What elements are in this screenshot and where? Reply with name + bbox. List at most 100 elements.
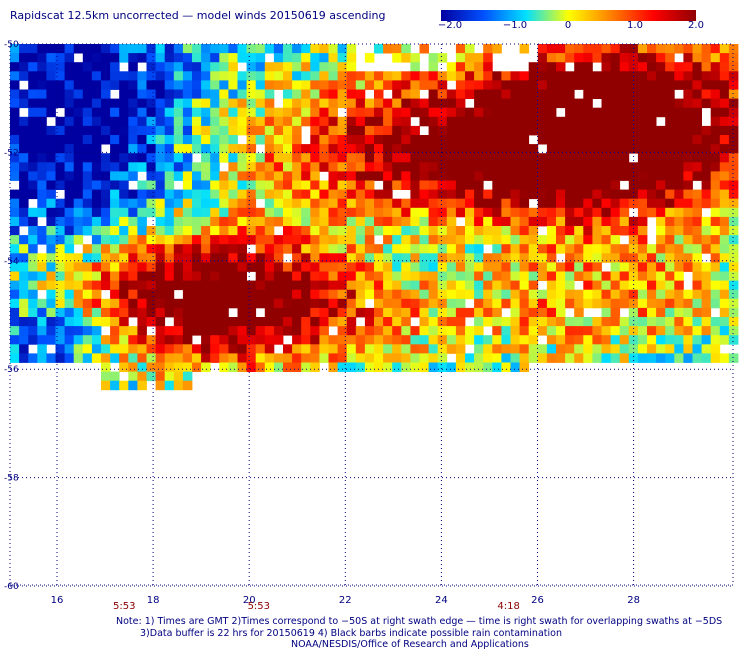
wind-cell	[301, 116, 311, 127]
wind-cell	[119, 253, 129, 263]
wind-cell	[728, 280, 739, 291]
wind-cell	[137, 244, 147, 254]
wind-cell	[128, 44, 138, 54]
wind-cell	[401, 226, 411, 236]
wind-cell	[237, 262, 247, 272]
wind-cell	[619, 289, 630, 300]
wind-cell	[319, 71, 329, 81]
wind-cell	[719, 271, 730, 281]
wind-cell	[73, 289, 84, 300]
wind-cell	[546, 135, 557, 145]
wind-cell	[283, 180, 293, 190]
wind-cell	[619, 216, 630, 227]
wind-cell	[546, 289, 557, 300]
wind-cell	[110, 253, 120, 263]
wind-cell	[410, 53, 420, 63]
wind-cell	[446, 244, 457, 254]
wind-cell	[510, 235, 520, 245]
wind-cell	[192, 62, 202, 72]
wind-cell	[91, 326, 102, 336]
wind-cell	[210, 289, 220, 300]
wind-cell	[10, 271, 20, 281]
wind-cell	[701, 226, 712, 236]
wind-cell	[692, 71, 702, 81]
wind-cell	[492, 189, 502, 200]
wind-cell	[428, 98, 439, 109]
wind-cell	[483, 116, 493, 127]
wind-cell	[182, 362, 193, 372]
wind-cell	[173, 135, 184, 145]
wind-cell	[219, 353, 229, 363]
wind-cell	[728, 80, 739, 90]
wind-cell	[55, 317, 65, 327]
wind-cell	[437, 116, 448, 127]
wind-cell	[219, 198, 229, 209]
wind-cell	[392, 89, 402, 99]
wind-cell	[483, 44, 493, 54]
wind-cell	[110, 171, 120, 181]
wind-cell	[637, 216, 648, 227]
wind-cell	[519, 253, 530, 263]
wind-cell	[492, 271, 502, 281]
wind-cell	[137, 253, 147, 263]
wind-cell	[519, 171, 530, 181]
wind-cell	[510, 271, 520, 281]
wind-cell	[637, 153, 648, 163]
wind-cell	[610, 89, 621, 99]
wind-cell	[173, 71, 184, 81]
wind-cell	[119, 180, 129, 190]
wind-cell	[182, 62, 193, 72]
wind-cell	[455, 62, 466, 72]
wind-cell	[428, 125, 439, 136]
wind-cell	[601, 271, 611, 281]
wind-cell	[519, 298, 530, 309]
wind-cell	[674, 207, 684, 218]
wind-cell	[583, 80, 593, 90]
wind-cell	[82, 180, 93, 190]
wind-cell	[519, 307, 530, 318]
wind-cell	[228, 335, 238, 345]
wind-cell	[719, 280, 730, 291]
wind-cell	[474, 344, 484, 354]
wind-cell	[565, 135, 575, 145]
wind-cell	[501, 198, 511, 209]
wind-cell	[192, 80, 202, 90]
wind-cell	[492, 326, 502, 336]
wind-cell	[565, 280, 575, 291]
wind-cell	[610, 53, 621, 63]
wind-cell	[665, 253, 675, 263]
wind-cell	[237, 144, 247, 154]
wind-cell	[346, 226, 357, 236]
wind-cell	[292, 271, 302, 281]
wind-cell	[637, 280, 648, 291]
wind-cell	[537, 298, 548, 309]
wind-cell	[374, 353, 384, 363]
wind-cell	[55, 144, 65, 154]
wind-cell	[428, 135, 439, 145]
wind-cell	[446, 125, 457, 136]
wind-cell	[237, 153, 247, 163]
wind-cell	[292, 153, 302, 163]
wind-cell	[283, 89, 293, 99]
wind-cell	[146, 280, 156, 291]
wind-cell	[601, 298, 611, 309]
wind-cell	[110, 71, 120, 81]
wind-cell	[728, 162, 739, 172]
wind-cell	[501, 144, 511, 154]
wind-cell	[528, 326, 539, 336]
wind-cell	[173, 244, 184, 254]
wind-cell	[519, 335, 530, 345]
wind-cell	[574, 125, 584, 136]
wind-cell	[146, 98, 156, 109]
wind-cell	[210, 171, 220, 181]
wind-cell	[619, 62, 630, 72]
wind-cell	[674, 44, 684, 54]
wind-cell	[128, 62, 138, 72]
wind-cell	[28, 244, 38, 254]
wind-cell	[674, 125, 684, 136]
wind-cell	[565, 289, 575, 300]
wind-cell	[164, 207, 175, 218]
wind-cell	[19, 271, 29, 281]
wind-cell	[374, 262, 384, 272]
wind-cell	[73, 253, 84, 263]
